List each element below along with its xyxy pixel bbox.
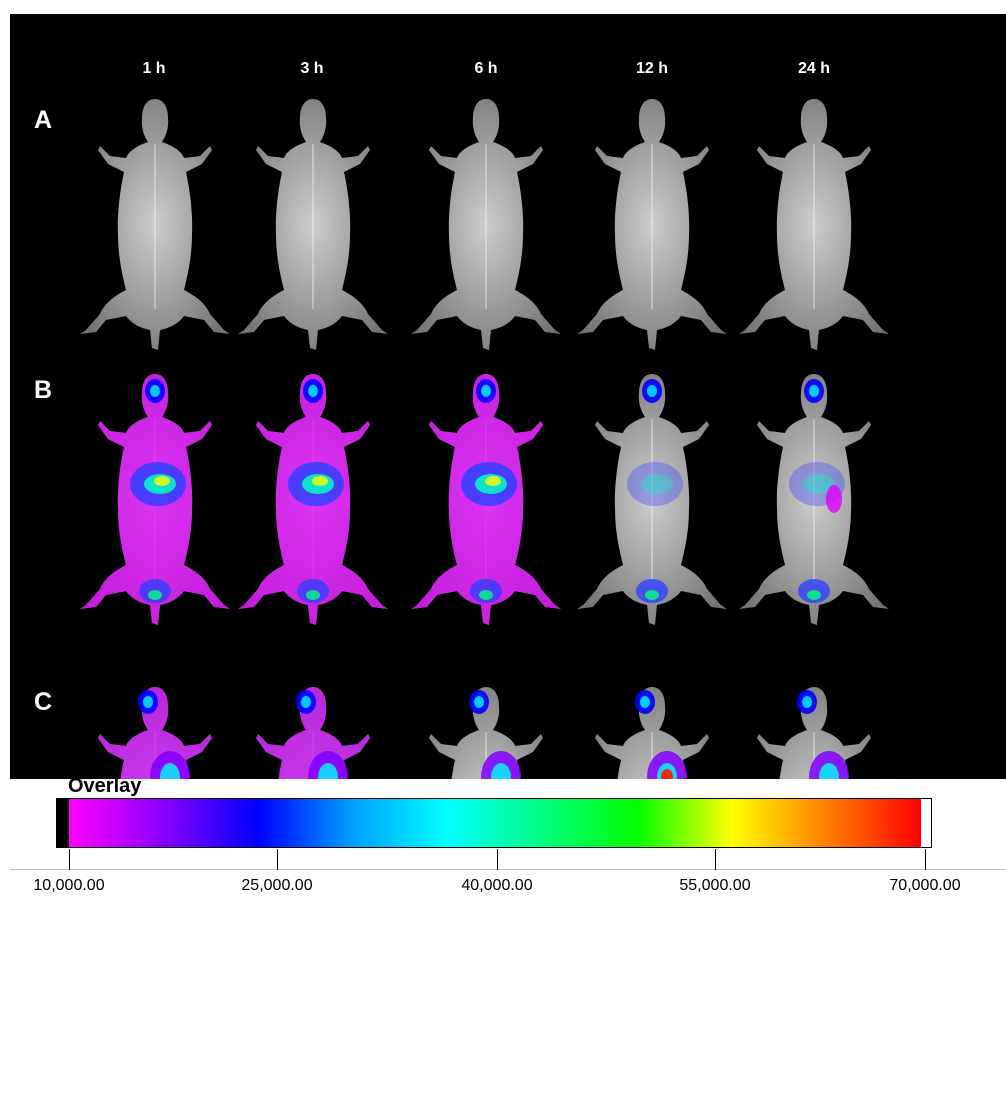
overlay-legend: Overlay 10,000.00 25,000.00 40,000.00 55… xyxy=(10,775,1006,1110)
tick-label: 10,000.00 xyxy=(33,877,105,894)
colorbar xyxy=(56,798,932,848)
mouse-image xyxy=(567,94,737,354)
mouse-image xyxy=(401,369,571,629)
mouse-image xyxy=(729,94,899,354)
colorbar-ceiling xyxy=(921,799,931,847)
axis-tick xyxy=(69,849,70,870)
tick-label: 25,000.00 xyxy=(241,877,313,894)
row-label-a: A xyxy=(34,106,53,134)
timepoint-label: 24 h xyxy=(797,60,831,77)
timepoint-label: 3 h xyxy=(300,60,324,77)
mouse-image xyxy=(70,369,240,629)
timepoint-label: 12 h xyxy=(635,60,669,77)
legend-title: Overlay xyxy=(68,775,142,797)
mouse-image xyxy=(567,369,737,629)
axis-tick xyxy=(277,849,278,870)
tick-label: 70,000.00 xyxy=(889,877,961,894)
colorbar-gradient xyxy=(69,799,921,847)
mouse-image xyxy=(70,94,240,354)
row-label-c: C xyxy=(34,688,53,716)
row-label-b: B xyxy=(34,376,53,404)
mouse-image xyxy=(729,369,899,629)
tick-label: 55,000.00 xyxy=(679,877,751,894)
timepoint-label: 1 h xyxy=(142,60,166,77)
tick-label: 40,000.00 xyxy=(461,877,533,894)
colorbar-floor xyxy=(57,799,69,847)
mouse-image xyxy=(228,94,398,354)
image-panel: 1 h 3 h 6 h 12 h 24 h A B C xyxy=(10,14,1006,938)
axis-tick xyxy=(925,849,926,870)
axis-tick xyxy=(497,849,498,870)
mouse-image xyxy=(228,369,398,629)
axis-tick xyxy=(715,849,716,870)
colorbar-axis xyxy=(10,869,1006,870)
timepoint-label: 6 h xyxy=(474,60,498,77)
mouse-image xyxy=(401,94,571,354)
